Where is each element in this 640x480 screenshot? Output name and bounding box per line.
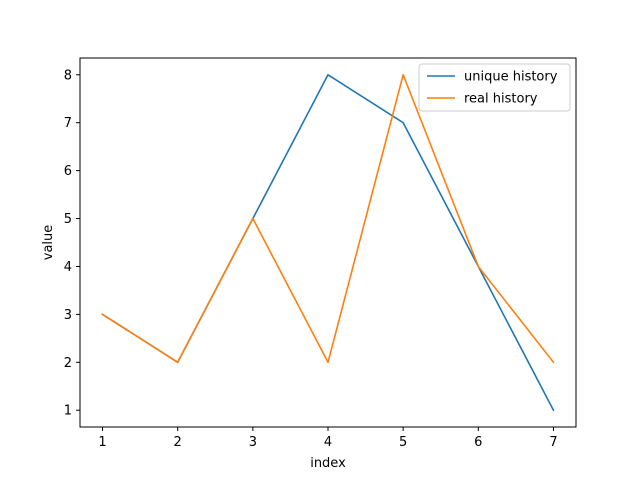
series-line-2 bbox=[101, 73, 555, 364]
legend: unique history real history bbox=[418, 63, 571, 112]
x-tick-label: 2 bbox=[174, 435, 182, 450]
x-axis: 1 2 3 4 5 6 7 bbox=[98, 427, 558, 450]
x-tick-label: 4 bbox=[324, 435, 332, 450]
y-tick-label: 5 bbox=[64, 212, 72, 227]
y-tick-label: 1 bbox=[64, 404, 72, 419]
x-axis-label: index bbox=[310, 456, 346, 471]
y-tick-label: 3 bbox=[64, 308, 72, 323]
y-tick-label: 2 bbox=[64, 356, 72, 371]
legend-label: unique history bbox=[464, 70, 558, 85]
legend-label: real history bbox=[464, 92, 538, 107]
x-tick-label: 7 bbox=[549, 435, 557, 450]
y-tick-label: 6 bbox=[64, 164, 72, 179]
y-tick-label: 4 bbox=[64, 260, 72, 275]
x-tick-label: 5 bbox=[399, 435, 407, 450]
y-axis-label: value bbox=[41, 225, 56, 261]
x-tick-label: 1 bbox=[98, 435, 106, 450]
y-tick-label: 8 bbox=[64, 68, 72, 83]
y-axis: 1 2 3 4 5 6 7 8 bbox=[64, 68, 80, 419]
x-tick-label: 6 bbox=[474, 435, 482, 450]
y-tick-label: 7 bbox=[64, 116, 72, 131]
x-tick-label: 3 bbox=[249, 435, 257, 450]
legend-box bbox=[418, 63, 571, 112]
